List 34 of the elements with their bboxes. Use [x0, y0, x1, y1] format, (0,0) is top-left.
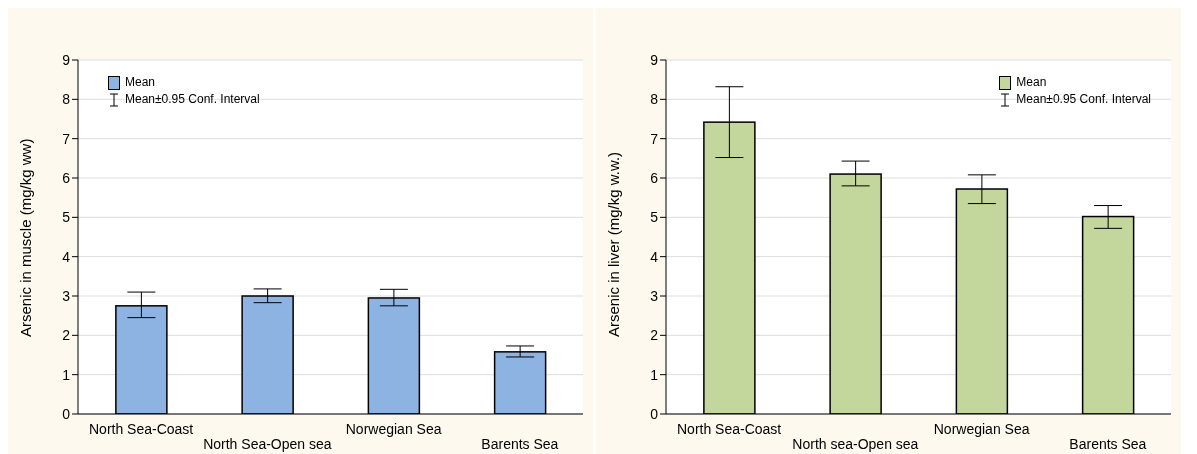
y-tick-label: 4 — [650, 248, 659, 265]
x-tick-label: Norwegian Sea — [933, 421, 1030, 437]
y-tick-label: 1 — [62, 366, 71, 383]
x-tick-label: Barents Sea — [481, 436, 559, 452]
x-tick-label: Norwegian Sea — [345, 421, 442, 437]
y-tick-label: 0 — [650, 405, 659, 422]
x-tick-label: Barents Sea — [1069, 436, 1147, 452]
y-tick-label: 0 — [62, 405, 71, 422]
y-axis-title: Arsenic in muscle (mg/kg ww) — [17, 138, 35, 337]
legend-label: Mean — [125, 74, 156, 91]
y-tick-label: 3 — [650, 287, 659, 304]
x-tick-label: North Sea-Coast — [676, 421, 782, 437]
y-tick-label: 9 — [650, 51, 659, 68]
x-tick-label: North Sea-Open sea — [203, 436, 332, 452]
annotation: Mean±0.95 Conf. Interval — [125, 91, 260, 108]
y-axis-title: Arsenic in liver (mg/kg w.w.) — [605, 151, 623, 337]
x-tick-label: North Sea-Coast — [88, 421, 194, 437]
y-tick-label: 7 — [650, 130, 659, 147]
x-tick-label: North sea-Open sea — [792, 436, 919, 452]
y-tick-label: 1 — [650, 366, 659, 383]
y-tick-label: 9 — [62, 51, 71, 68]
y-tick-label: 4 — [62, 248, 71, 265]
y-tick-label: 3 — [62, 287, 71, 304]
y-tick-label: 7 — [62, 130, 71, 147]
y-tick-label: 6 — [650, 169, 659, 186]
y-tick-label: 2 — [650, 327, 659, 344]
y-tick-label: 8 — [650, 91, 659, 108]
y-tick-label: 2 — [62, 327, 71, 344]
y-tick-label: 5 — [62, 209, 71, 226]
y-tick-label: 6 — [62, 169, 71, 186]
legend-label: Mean — [1016, 74, 1047, 91]
y-tick-label: 5 — [650, 209, 659, 226]
annotation: Mean±0.95 Conf. Interval — [1016, 91, 1151, 108]
y-tick-label: 8 — [62, 91, 71, 108]
